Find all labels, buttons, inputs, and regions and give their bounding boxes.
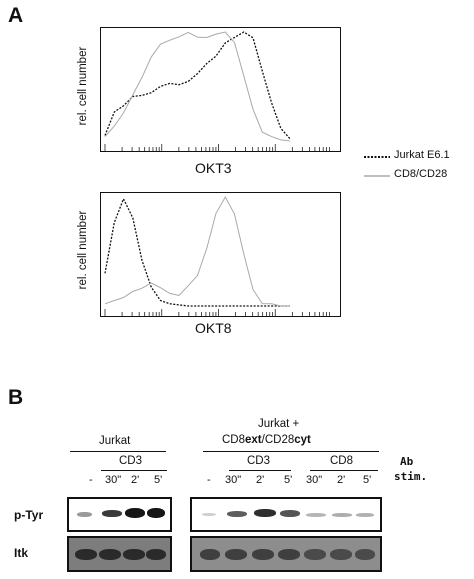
okt8-xlabel: OKT8 [195,320,232,336]
group1-title: Jurkat [99,435,131,447]
lane-label: 30" [225,474,242,486]
group2-title-line1: Jurkat + [258,418,300,430]
lane-label: 30" [105,474,122,486]
lane-label: 2' [256,474,265,486]
blot-band [280,510,300,517]
lane-label: 5' [284,474,293,486]
okt3-histogram-plot [100,27,341,152]
series-jurkat-line [104,31,291,140]
lane-label: 30" [306,474,323,486]
blot-band [227,511,247,517]
group2-stim-cd3: CD3 [247,455,271,467]
ptyr-blot-group2 [190,497,382,532]
panel-b-letter: B [8,386,24,409]
group2-stim-cd8: CD8 [330,455,354,467]
group1-stim-rule [101,470,167,471]
blot-band [75,549,97,560]
blot-band [332,513,352,517]
blot-band [330,549,352,560]
blot-band [77,512,92,517]
legend-cd8cd28-swatch [364,175,390,177]
ab-label: Ab [400,455,414,468]
legend-jurkat-label: Jurkat E6.1 [394,149,450,161]
blot-band [200,549,220,560]
blot-band [304,549,326,560]
itk-blot-group1 [67,536,172,572]
lane-label: 5' [154,474,163,486]
lane-label: 2' [131,474,140,486]
blot-band [99,549,121,560]
legend-jurkat-swatch [364,156,390,158]
blot-band [202,513,216,516]
okt8-histogram-svg [104,195,330,316]
panel-a-letter: A [8,4,24,27]
group2-title-line2: CD8ext/CD28cyt [222,434,311,446]
okt3-ylabel: rel. cell number [77,46,89,126]
series-jurkat-line [104,197,290,307]
itk-blot-group2 [190,536,382,572]
ptyr-blot-group1 [67,497,172,532]
group1-title-rule [70,451,166,452]
blot-band [254,509,276,517]
okt8-histogram-plot [100,192,341,317]
okt3-histogram-svg [104,31,330,151]
blot-band [147,508,165,518]
series-cd8cd28-line [104,195,290,307]
group1-stim-label: CD3 [119,455,143,467]
group2-title-rule [203,451,379,452]
group2-title-cyt: cyt [294,434,311,446]
legend-cd8cd28-label: CD8/CD28 [394,168,448,180]
blot-band [123,549,145,560]
lane-label: - [89,474,93,486]
okt3-xlabel: OKT3 [195,160,232,176]
blot-band [278,549,300,560]
group2-stim-cd3-rule [229,470,291,471]
stim-label: stim. [394,470,428,483]
lane-label: 5' [363,474,372,486]
blot-band [356,513,374,517]
row-label-itk: Itk [14,546,29,560]
lane-label: 2' [337,474,346,486]
group2-title-cd8: CD8 [222,434,246,446]
blot-band [225,549,247,560]
blot-band [125,508,145,518]
blot-band [306,513,326,517]
okt8-ylabel: rel. cell number [77,210,89,290]
row-label-ptyr: p-Tyr [14,508,44,522]
blot-band [102,510,122,517]
blot-band [355,549,375,560]
group2-stim-cd8-rule [310,470,378,471]
group2-title-ext: ext [245,434,262,446]
blot-band [252,549,274,560]
lane-label: - [207,474,211,486]
group2-title-slash: /CD28 [261,434,295,446]
blot-band [146,549,166,560]
series-cd8cd28-line [104,31,291,142]
